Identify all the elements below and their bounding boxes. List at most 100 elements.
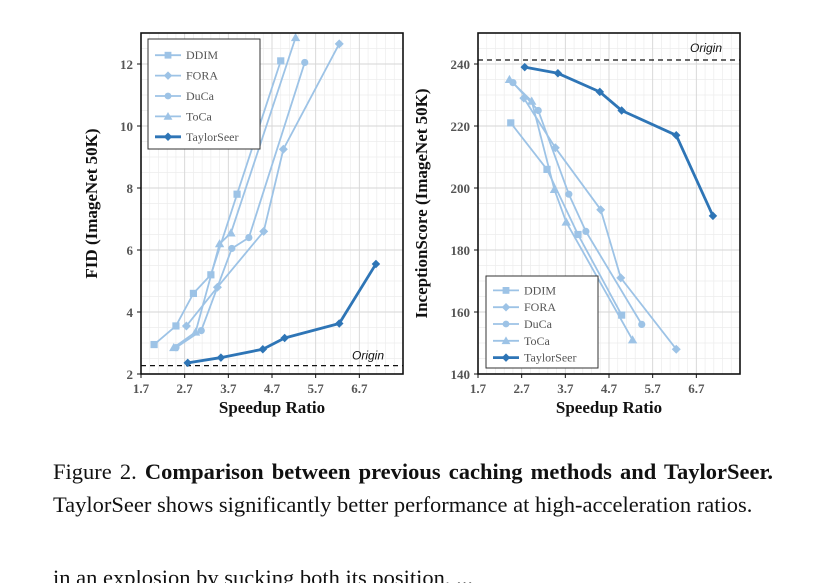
- data-point-duca: [582, 227, 590, 235]
- data-point-taylorseer: [183, 358, 192, 368]
- legend-label-ddim: DDIM: [524, 283, 556, 297]
- series-line-taylorseer: [524, 65, 715, 217]
- x-tick-label: 4.7: [264, 381, 281, 396]
- legend-label-fora: FORA: [524, 300, 556, 314]
- legend-marker-taylorseer: [163, 132, 173, 142]
- y-tick-label: 240: [451, 57, 471, 72]
- data-point-taylorseer: [280, 333, 289, 343]
- x-tick-label: 2.7: [177, 381, 194, 396]
- caption-prefix: Figure 2.: [53, 459, 145, 484]
- caption-rest: TaylorSeer shows significantly better pe…: [53, 491, 753, 517]
- figure: Origin 1.7 2.7 3.7 4.7 5.7 6.7 2 4 6 8 10 12 Speedup …: [82, 32, 741, 417]
- data-point-toca: [169, 342, 179, 352]
- legend-marker-duca: [502, 320, 510, 328]
- legend: DDIM FORA DuCa ToCa TaylorSeer: [147, 38, 261, 150]
- data-point-toca: [549, 184, 560, 194]
- data-point-ddim: [618, 311, 626, 319]
- data-point-ddim: [543, 165, 551, 173]
- y-tick-label: 4: [127, 305, 134, 320]
- legend-label-taylorseer: TaylorSeer: [524, 351, 576, 365]
- data-point-toca: [561, 217, 571, 226]
- x-tick-label: 6.7: [351, 381, 368, 396]
- data-point-duca: [228, 244, 236, 253]
- cut-off-text-line: in an explosion by sucking both its posi…: [53, 570, 473, 583]
- legend-label-taylorseer: TaylorSeer: [186, 130, 238, 144]
- legend-marker-duca: [164, 92, 172, 100]
- data-point-duca: [638, 320, 646, 328]
- data-point-ddim: [233, 190, 241, 198]
- charts-figure: Origin 1.7 2.7 3.7 4.7 5.7 6.7 2 4 6 8 10 12 Speedup …: [82, 32, 741, 417]
- data-point-fora: [334, 39, 344, 49]
- series-fora: [181, 39, 344, 331]
- data-point-taylorseer: [216, 353, 226, 362]
- series-taylorseer: [183, 259, 381, 368]
- legend-label-duca: DuCa: [524, 317, 553, 331]
- legend-marker-taylorseer: [501, 353, 511, 362]
- series-fora: [519, 93, 681, 354]
- data-point-duca: [197, 327, 205, 335]
- data-point-ddim: [189, 289, 197, 297]
- data-point-fora: [616, 273, 626, 283]
- data-point-fora: [671, 344, 681, 354]
- series-toca: [169, 32, 301, 352]
- data-point-taylorseer: [371, 259, 381, 269]
- legend-marker-fora: [501, 302, 511, 312]
- series-toca: [504, 74, 638, 344]
- data-point-ddim: [277, 57, 285, 65]
- data-point-taylorseer: [671, 131, 681, 140]
- x-axis-label: Speedup Ratio: [556, 398, 662, 417]
- y-tick-label: 12: [120, 57, 133, 72]
- y-tick-label: 10: [120, 119, 133, 134]
- x-tick-label: 4.7: [601, 381, 618, 396]
- data-point-duca: [565, 190, 573, 198]
- data-point-fora: [596, 205, 606, 215]
- data-point-duca: [534, 106, 542, 115]
- data-point-ddim: [574, 230, 582, 239]
- y-tick-label: 140: [451, 367, 471, 382]
- data-point-taylorseer: [617, 106, 626, 115]
- data-point-toca: [527, 96, 537, 105]
- y-axis-label: InceptionScore (ImageNet 50K): [412, 88, 431, 318]
- data-point-taylorseer: [520, 62, 529, 72]
- legend-label-ddim: DDIM: [186, 48, 218, 62]
- data-point-fora: [259, 226, 269, 236]
- reference-line-label: Origin: [690, 41, 722, 55]
- x-tick-label: 5.7: [645, 381, 662, 396]
- reference-line-label: Origin: [352, 349, 384, 363]
- data-point-toca: [504, 74, 515, 84]
- x-tick-label: 5.7: [308, 381, 325, 396]
- legend-label-toca: ToCa: [524, 334, 550, 348]
- data-point-taylorseer: [334, 319, 344, 328]
- x-axis-label: Speedup Ratio: [219, 398, 325, 417]
- data-point-duca: [245, 234, 253, 242]
- data-point-ddim: [507, 119, 515, 127]
- data-point-taylorseer: [708, 211, 718, 221]
- data-point-taylorseer: [258, 344, 268, 354]
- data-point-toca: [226, 228, 236, 237]
- legend-marker-ddim: [164, 51, 172, 59]
- series-ddim: [507, 119, 626, 319]
- y-tick-label: 200: [451, 181, 471, 196]
- data-point-fora: [278, 144, 288, 154]
- chart-panel-2: Origin 1.7 2.7 3.7 4.7 5.7 6.7 140 160 180 200 220 2…: [412, 32, 741, 417]
- data-point-toca: [190, 327, 201, 336]
- data-point-ddim: [172, 322, 180, 330]
- series-line-ddim: [510, 122, 623, 316]
- data-point-toca: [627, 335, 638, 344]
- x-tick-label: 3.7: [220, 381, 237, 396]
- series-taylorseer: [520, 62, 718, 221]
- series-line-taylorseer: [187, 263, 378, 365]
- legend-marker-toca: [163, 111, 173, 120]
- x-tick-label: 1.7: [470, 381, 487, 396]
- legend-label-fora: FORA: [186, 69, 218, 83]
- data-point-toca: [290, 32, 301, 42]
- y-axis-label: FID (ImageNet 50K): [82, 128, 101, 278]
- x-tick-label: 3.7: [557, 381, 574, 396]
- legend-marker-ddim: [502, 287, 510, 294]
- data-point-taylorseer: [553, 69, 563, 78]
- legend-label-duca: DuCa: [186, 89, 215, 103]
- legend-marker-toca: [501, 336, 511, 345]
- chart-panel-1: Origin 1.7 2.7 3.7 4.7 5.7 6.7 2 4 6 8 10 12 Speedup …: [82, 32, 404, 417]
- y-tick-label: 6: [127, 243, 134, 258]
- data-point-duca: [301, 58, 309, 67]
